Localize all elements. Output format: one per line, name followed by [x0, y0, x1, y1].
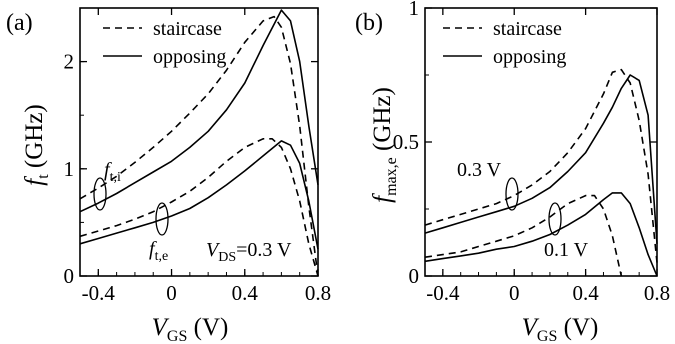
y-tick-label-a-2: 2	[64, 50, 75, 74]
series-line-a-2	[79, 138, 319, 277]
y-tick-label-b-0: 0	[409, 264, 420, 288]
annotation-03v: 0.3 V	[457, 159, 502, 181]
y-tick-label-a-0: 0	[64, 264, 75, 288]
annotation-vds: VDS=0.3 V	[206, 239, 292, 265]
x-tick-label-a-3: 0.8	[305, 281, 331, 305]
panel-a-ylabel: ft (GHz)	[21, 104, 52, 186]
panel-a-xlabel: VGS (V)	[152, 314, 229, 344]
series-line-b-2	[424, 194, 623, 277]
panel-b: (b) -0.4 0 0.4 0.800.51 staircase opposing …	[355, 0, 670, 344]
x-tick-label-b-2: 0.4	[572, 281, 599, 305]
panel-a-series	[79, 9, 319, 277]
panel-a: (a) -0.4 0 0.4 0.8 0 1 2 staircase opposing ft…	[6, 7, 331, 344]
panel-a-label: (a)	[6, 10, 33, 36]
panel-a-ticks: -0.4 0 0.4 0.8 0 1 2	[64, 7, 331, 305]
panel-a-legend: staircase opposing	[103, 18, 226, 68]
y-tick-label-b-1: 0.5	[393, 130, 419, 154]
panel-b-ylabel: fmax,e (GHz)	[369, 87, 400, 203]
panel-b-annotations: 0.3 V 0.1 V	[457, 159, 589, 261]
annotation-ft-e: ft,e	[149, 238, 168, 264]
x-tick-label-a-1: 0	[166, 281, 177, 305]
panel-b-series	[424, 68, 658, 277]
panel-a-axes	[79, 7, 319, 277]
ellipse-03v	[505, 177, 519, 211]
legend-staircase-b: staircase	[493, 18, 562, 40]
ellipse-ft-i	[93, 177, 107, 211]
legend-staircase-a: staircase	[153, 18, 222, 40]
series-line-a-0	[79, 15, 319, 277]
legend-opposing-b: opposing	[493, 46, 566, 68]
panel-b-xlabel: VGS (V)	[522, 314, 599, 344]
y-tick-label-a-1: 1	[64, 157, 75, 181]
panel-b-ticks: -0.4 0 0.4 0.800.51	[393, 0, 670, 305]
annotation-01v: 0.1 V	[544, 239, 589, 261]
series-line-b-3	[424, 192, 658, 277]
legend-opposing-a: opposing	[153, 46, 226, 68]
ellipse-ft-e	[155, 202, 169, 236]
series-line-a-1	[79, 9, 319, 213]
x-tick-label-b-0: -0.4	[426, 281, 460, 305]
x-tick-label-b-3: 0.8	[644, 281, 670, 305]
x-tick-label-a-0: -0.4	[82, 281, 116, 305]
series-line-a-3	[79, 140, 319, 250]
x-tick-label-a-2: 0.4	[232, 281, 259, 305]
series-line-b-1	[424, 74, 658, 244]
annotation-ft-i: ft,i	[104, 159, 121, 185]
panel-a-annotations: ft,i ft,e VDS=0.3 V	[93, 159, 292, 265]
series-line-b-0	[424, 68, 658, 263]
panel-b-label: (b)	[355, 10, 383, 36]
ellipse-01v	[548, 202, 562, 236]
x-tick-label-b-1: 0	[509, 281, 520, 305]
panel-b-legend: staircase opposing	[443, 18, 566, 68]
y-tick-label-b-2: 1	[409, 0, 420, 20]
plot-frame-a	[79, 7, 319, 277]
